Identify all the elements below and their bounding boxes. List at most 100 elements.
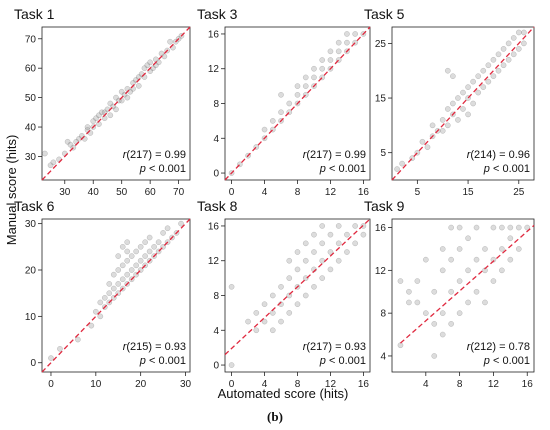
data-point (473, 224, 480, 231)
data-point (124, 248, 131, 255)
data-point (431, 288, 438, 295)
y-tick-label: 12 (375, 266, 387, 277)
data-point (311, 74, 317, 81)
data-point (106, 290, 113, 297)
data-point (137, 257, 144, 264)
data-point (499, 246, 505, 252)
data-point (450, 100, 456, 107)
data-point (444, 106, 451, 112)
data-point (439, 310, 446, 317)
data-point (319, 223, 326, 229)
x-tick-label: 8 (295, 187, 301, 198)
stat-r-symbol: r (123, 341, 128, 353)
data-point (422, 310, 429, 317)
stat-p-symbol: p (139, 163, 149, 175)
data-point (515, 224, 522, 231)
x-tick-label: 16 (358, 187, 370, 198)
fit-line (224, 218, 371, 356)
data-point (245, 318, 251, 325)
data-point (499, 267, 505, 274)
data-point (456, 310, 463, 317)
y-tick-label: 0 (213, 169, 219, 180)
stat-p-symbol: p (483, 163, 493, 175)
data-point (253, 310, 260, 316)
y-tick-label: 4 (213, 134, 219, 145)
data-point (448, 321, 455, 327)
data-point (456, 224, 463, 231)
x-tick-label: 16 (358, 379, 370, 390)
data-point (406, 288, 412, 295)
data-point (505, 40, 512, 47)
data-point (155, 239, 162, 246)
data-point (473, 256, 480, 263)
data-point (135, 82, 142, 89)
stat-r: r(212) = 0.78 (467, 341, 530, 353)
data-point (490, 73, 497, 80)
y-tick-label: 12 (208, 64, 220, 75)
stat-p-symbol: p (319, 355, 329, 367)
data-point (448, 224, 455, 231)
data-point (161, 53, 168, 60)
panel-2: Task 3 0 4 8 12 16 0 4 8 12 16 r(217) = 0.99 p < 0.0… (197, 6, 371, 198)
y-tick-label: 4 (213, 326, 219, 337)
y-tick-label: 50 (25, 93, 37, 104)
data-point (133, 262, 140, 269)
data-point (278, 318, 284, 325)
data-point (147, 59, 154, 66)
data-point (455, 117, 461, 123)
fit-line (41, 218, 191, 373)
data-point (75, 336, 81, 343)
y-tick-label: 40 (25, 123, 37, 134)
data-point (327, 249, 334, 255)
data-point (115, 253, 122, 259)
data-point (344, 39, 350, 46)
fit-line (41, 26, 191, 181)
data-point (97, 313, 104, 320)
stat-p-value: < 0.001 (493, 355, 530, 367)
data-point (253, 327, 260, 334)
plot-frame (391, 218, 535, 373)
panel-title: Task 1 (14, 6, 55, 22)
data-point (335, 223, 342, 229)
x-tick-label: 15 (463, 187, 475, 198)
data-point (118, 88, 125, 95)
x-tick-label: 12 (325, 187, 337, 198)
stat-p: p < 0.001 (319, 355, 366, 367)
data-point (485, 78, 492, 85)
fit-line (224, 26, 371, 181)
data-point (137, 243, 144, 250)
data-point (261, 301, 268, 308)
data-point (88, 322, 95, 329)
stat-r-symbol: r (303, 341, 308, 353)
points (41, 32, 185, 169)
data-point (261, 318, 268, 325)
data-point (327, 57, 334, 63)
stat-r-value: (217) = 0.93 (306, 341, 366, 353)
data-point (448, 288, 455, 295)
data-point (269, 310, 276, 316)
panel-3: Task 5 5 15 25 5 15 25 r(214) = 0.96 p < 0.001 (364, 6, 535, 198)
x-tick-label: 12 (325, 379, 337, 390)
data-point (302, 275, 309, 281)
data-point (133, 248, 140, 255)
data-point (495, 67, 502, 74)
data-point (439, 331, 446, 338)
data-point (507, 235, 514, 242)
x-tick-label: 30 (180, 379, 192, 390)
data-point (465, 111, 471, 118)
points (228, 31, 367, 176)
data-point (151, 243, 157, 250)
data-point (524, 224, 531, 231)
data-point (92, 308, 99, 315)
y-tick-label: 4 (380, 351, 386, 362)
x-tick-label: 16 (522, 379, 534, 390)
data-point (278, 91, 284, 98)
data-point (144, 62, 151, 69)
data-point (510, 35, 517, 41)
data-point (302, 257, 309, 264)
y-tick-label: 8 (213, 291, 219, 302)
data-point (439, 117, 446, 123)
data-point (311, 283, 317, 290)
data-point (146, 234, 153, 241)
